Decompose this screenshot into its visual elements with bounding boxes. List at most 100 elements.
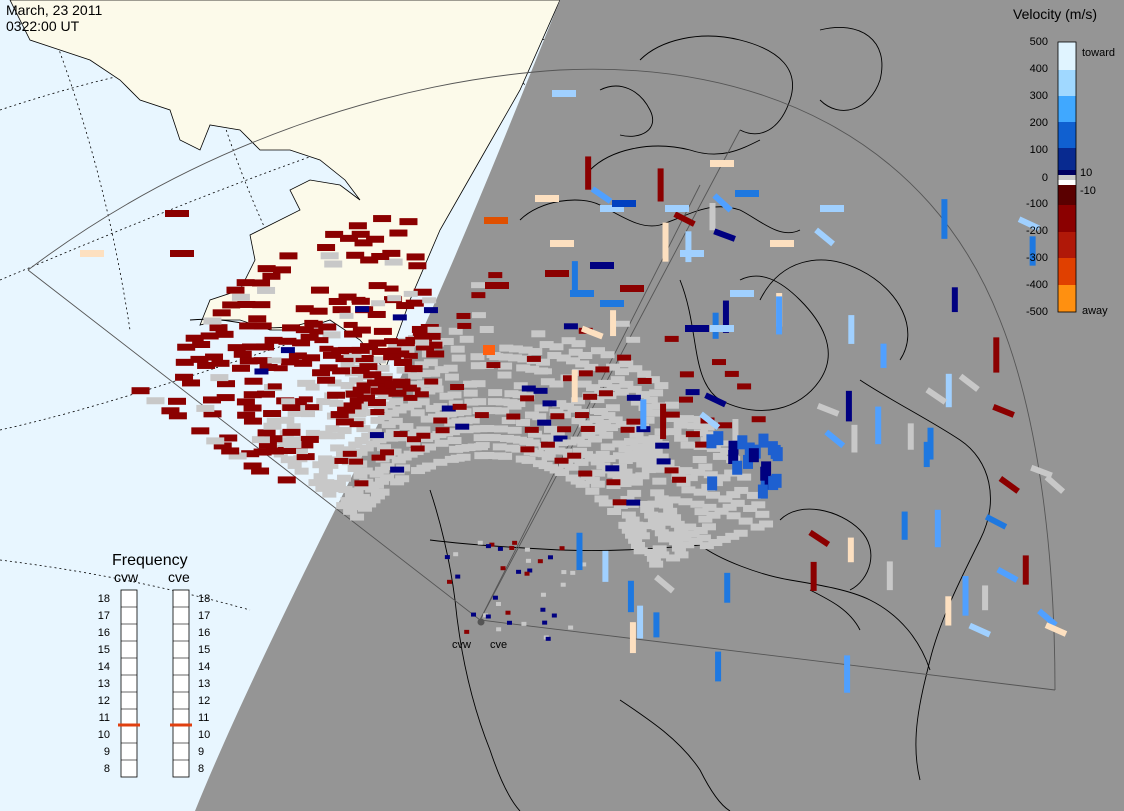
scatter-cell <box>630 398 645 406</box>
colorbar-segment <box>1058 73 1076 75</box>
scatter-cell <box>327 485 342 493</box>
scatter-cell <box>227 344 246 352</box>
scatter-cell <box>485 282 509 289</box>
scatter-cell <box>770 240 794 247</box>
scatter-cell <box>233 350 252 358</box>
scatter-cell <box>351 417 366 425</box>
scatter-cell <box>243 462 262 470</box>
colorbar-segment <box>1058 136 1076 138</box>
scatter-cell <box>451 354 466 362</box>
scatter-cell <box>532 413 547 421</box>
scatter-cell <box>165 210 189 217</box>
colorbar-segment <box>1058 170 1076 172</box>
scatter-cell <box>748 448 759 463</box>
scatter-cell <box>471 612 477 617</box>
scatter-cell <box>435 411 450 419</box>
scatter-cell <box>445 428 460 436</box>
scatter-cell <box>1022 555 1029 585</box>
scatter-cell <box>300 435 319 443</box>
scatter-cell <box>509 545 515 550</box>
scatter-cell <box>340 361 355 369</box>
colorbar-segment <box>1058 239 1076 241</box>
scatter-cell <box>451 418 466 426</box>
scatter-cell <box>459 335 474 343</box>
scatter-cell <box>517 355 532 363</box>
scatter-cell <box>600 205 624 212</box>
scatter-cell <box>570 570 576 575</box>
colorbar-segment <box>1058 68 1076 70</box>
colorbar-segment <box>1058 48 1076 50</box>
scatter-cell <box>352 386 371 394</box>
scatter-cell <box>750 523 765 531</box>
colorbar-segment <box>1058 229 1076 231</box>
scatter-cell <box>448 327 463 335</box>
colorbar-segment <box>1058 299 1076 301</box>
colorbar-segment <box>1058 167 1076 169</box>
scatter-cell <box>768 476 779 491</box>
frequency-level-label: 14 <box>98 661 110 673</box>
colorbar-segment <box>1058 168 1076 170</box>
scatter-cell <box>724 370 739 377</box>
scatter-cell <box>654 529 669 537</box>
colorbar-segment <box>1058 162 1076 164</box>
scatter-cell <box>655 442 670 449</box>
scatter-cell <box>540 607 546 612</box>
scatter-cell <box>709 202 716 231</box>
frequency-level-label: 9 <box>104 746 110 758</box>
scatter-cell <box>568 348 583 356</box>
frequency-level-label: 8 <box>104 763 110 775</box>
scatter-cell <box>447 391 462 399</box>
scatter-cell <box>210 374 229 382</box>
frequency-level-label: 15 <box>98 644 110 656</box>
colorbar-segment <box>1058 58 1076 60</box>
scatter-cell <box>358 467 373 475</box>
scatter-cell <box>925 387 948 405</box>
scatter-cell <box>487 407 502 415</box>
scatter-cell <box>329 399 344 407</box>
scatter-cell <box>357 504 372 512</box>
scatter-cell <box>1044 622 1068 637</box>
scatter-cell <box>312 369 331 377</box>
scatter-cell <box>264 336 283 344</box>
scatter-cell <box>389 398 404 406</box>
scatter-cell <box>540 592 546 597</box>
scatter-cell <box>248 315 267 323</box>
colorbar-segment <box>1058 70 1076 72</box>
colorbar-segment <box>1058 250 1076 252</box>
colorbar-segment <box>1058 280 1076 282</box>
frequency-level-label: 10 <box>198 729 210 741</box>
scatter-cell <box>434 439 449 447</box>
scatter-cell <box>471 312 486 319</box>
scatter-cell <box>570 290 594 297</box>
scatter-cell <box>305 383 320 391</box>
scatter-cell <box>666 414 681 422</box>
colorbar-segment <box>1058 214 1076 216</box>
scatter-cell <box>442 410 457 418</box>
colorbar-segment <box>1058 234 1076 236</box>
colorbar-segment <box>1058 290 1076 292</box>
scatter-cell <box>630 455 645 463</box>
scatter-cell <box>648 447 663 455</box>
scatter-cell <box>711 359 726 366</box>
scatter-cell <box>614 388 629 396</box>
colorbar-segment <box>1058 203 1076 205</box>
scatter-cell <box>332 306 351 314</box>
scatter-cell <box>563 323 578 330</box>
scatter-cell <box>480 407 495 415</box>
colorbar-segment <box>1058 125 1076 127</box>
scatter-cell <box>844 655 851 693</box>
scatter-cell <box>649 389 664 397</box>
scatter-cell <box>403 352 418 359</box>
scatter-cell <box>273 266 292 274</box>
scatter-cell <box>617 479 632 487</box>
colorbar-segment <box>1058 201 1076 203</box>
colorbar-segment <box>1058 274 1076 276</box>
scatter-cell <box>945 596 952 626</box>
colorbar-segment <box>1058 160 1076 162</box>
colorbar-segment <box>1058 272 1076 274</box>
scatter-cell <box>415 398 430 406</box>
scatter-cell <box>580 473 595 481</box>
scatter-cell <box>325 425 340 433</box>
scatter-cell <box>512 540 518 545</box>
scatter-cell <box>677 534 692 542</box>
